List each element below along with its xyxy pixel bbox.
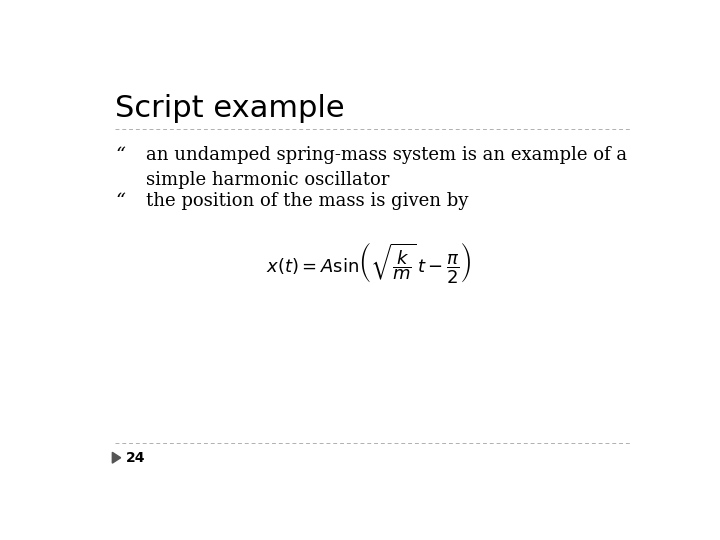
Text: “: “ bbox=[115, 192, 125, 210]
Polygon shape bbox=[112, 453, 121, 463]
Text: an undamped spring-mass system is an example of a: an undamped spring-mass system is an exa… bbox=[145, 146, 627, 164]
Text: “: “ bbox=[115, 146, 125, 164]
Text: simple harmonic oscillator: simple harmonic oscillator bbox=[145, 171, 390, 189]
Text: Script example: Script example bbox=[115, 94, 345, 123]
Text: 24: 24 bbox=[126, 451, 145, 465]
Text: the position of the mass is given by: the position of the mass is given by bbox=[145, 192, 468, 210]
Text: $x(t) = A\sin\!\left(\sqrt{\dfrac{k}{m}}\,t - \dfrac{\pi}{2}\right)$: $x(t) = A\sin\!\left(\sqrt{\dfrac{k}{m}}… bbox=[266, 240, 472, 285]
